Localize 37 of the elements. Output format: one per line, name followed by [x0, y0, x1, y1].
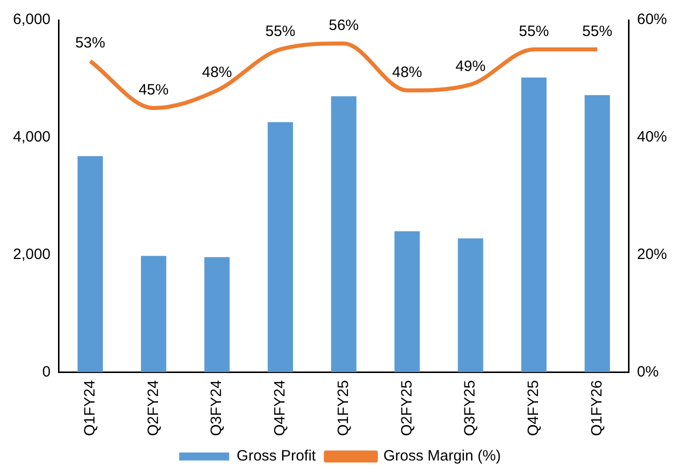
data-label: 55%	[518, 22, 549, 40]
bar	[458, 238, 484, 372]
x-tick-label: Q3FY24	[208, 380, 226, 436]
data-label: 49%	[456, 58, 486, 76]
bar	[268, 122, 294, 372]
y2-tick-label: 0%	[636, 363, 659, 380]
data-label: 56%	[328, 17, 359, 34]
data-label: 55%	[582, 22, 612, 40]
y-tick-label: 6,000	[12, 11, 51, 28]
y2-tick-label: 40%	[636, 128, 668, 146]
bar	[331, 96, 356, 372]
y2-tick-label: 20%	[636, 246, 668, 263]
y2-tick-label: 60%	[636, 11, 668, 28]
legend-label: Gross Margin (%)	[383, 448, 501, 465]
data-label: 55%	[265, 22, 296, 40]
bar	[204, 257, 230, 372]
data-label: 45%	[138, 82, 169, 99]
x-tick-label: Q1FY24	[81, 380, 98, 436]
bar	[521, 78, 547, 372]
x-tick-label: Q1FY25	[334, 380, 352, 436]
x-tick-label: Q4FY25	[525, 380, 542, 436]
x-tick-label: Q4FY24	[272, 380, 289, 436]
y-tick-label: 0	[42, 363, 51, 380]
x-tick-label: Q2FY24	[144, 380, 162, 436]
bar	[394, 231, 420, 372]
bar	[584, 95, 610, 372]
y-tick-label: 2,000	[12, 246, 51, 263]
bar	[140, 256, 166, 372]
data-label: 48%	[202, 64, 232, 82]
data-label: 48%	[392, 64, 422, 82]
x-tick-label: Q2FY25	[398, 380, 416, 436]
x-tick-label: Q1FY26	[588, 380, 606, 436]
bar	[78, 156, 103, 372]
legend-label: Gross Profit	[236, 448, 317, 465]
x-tick-label: Q3FY25	[462, 380, 479, 436]
y-tick-label: 4,000	[12, 128, 51, 146]
data-label: 53%	[75, 34, 106, 52]
